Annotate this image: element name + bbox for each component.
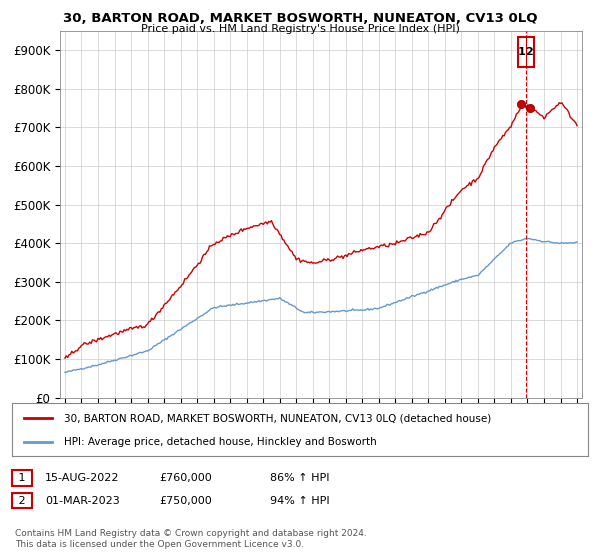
Text: 86% ↑ HPI: 86% ↑ HPI (270, 473, 329, 483)
Text: Price paid vs. HM Land Registry's House Price Index (HPI): Price paid vs. HM Land Registry's House … (140, 24, 460, 34)
FancyBboxPatch shape (518, 36, 533, 68)
Text: 2: 2 (526, 47, 533, 57)
Text: 1: 1 (518, 47, 526, 57)
Text: Contains HM Land Registry data © Crown copyright and database right 2024.
This d: Contains HM Land Registry data © Crown c… (15, 529, 367, 549)
Bar (552, 31, 582, 398)
Text: 94% ↑ HPI: 94% ↑ HPI (270, 496, 329, 506)
Text: 1: 1 (15, 473, 29, 483)
Text: HPI: Average price, detached house, Hinckley and Bosworth: HPI: Average price, detached house, Hinc… (64, 436, 377, 446)
Text: 30, BARTON ROAD, MARKET BOSWORTH, NUNEATON, CV13 0LQ (detached house): 30, BARTON ROAD, MARKET BOSWORTH, NUNEAT… (64, 413, 491, 423)
Text: 15-AUG-2022: 15-AUG-2022 (45, 473, 119, 483)
Text: £750,000: £750,000 (159, 496, 212, 506)
Text: 30, BARTON ROAD, MARKET BOSWORTH, NUNEATON, CV13 0LQ: 30, BARTON ROAD, MARKET BOSWORTH, NUNEAT… (63, 12, 537, 25)
Text: £760,000: £760,000 (159, 473, 212, 483)
Text: 2: 2 (15, 496, 29, 506)
Text: 01-MAR-2023: 01-MAR-2023 (45, 496, 120, 506)
